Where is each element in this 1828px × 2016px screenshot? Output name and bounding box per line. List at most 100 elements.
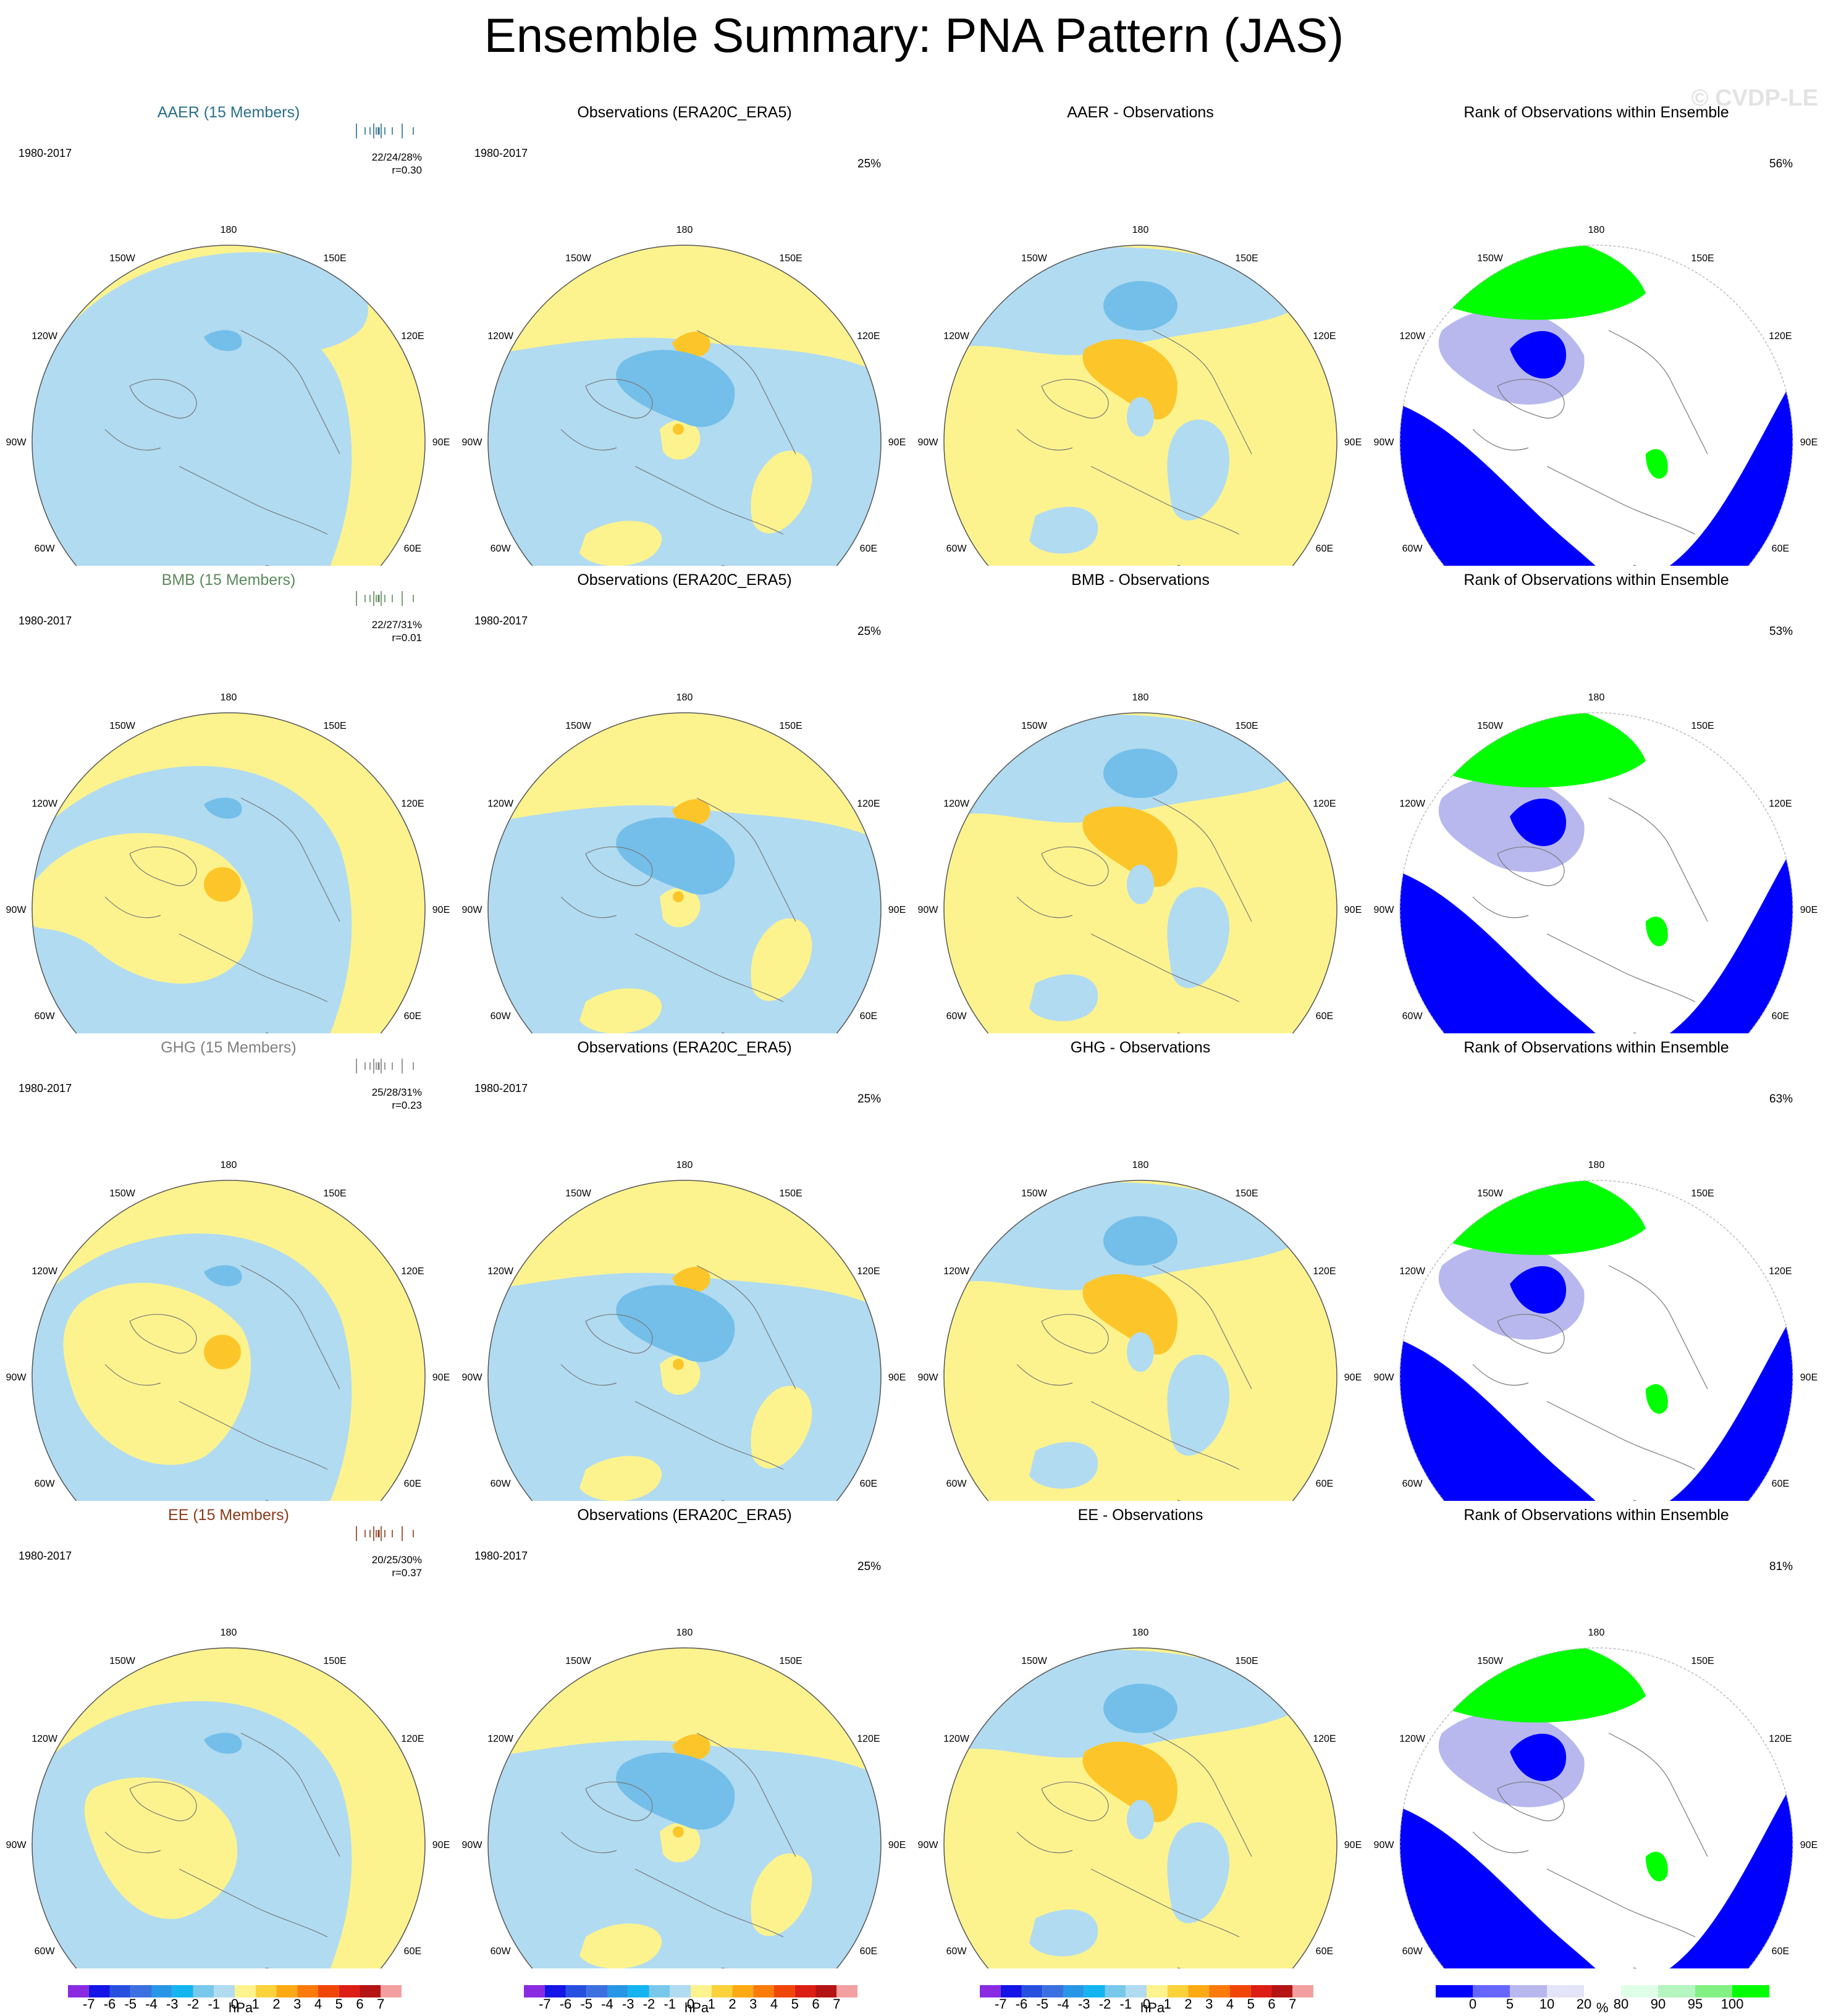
colorbar-swatch [1021,1985,1043,1997]
ensemble-stats: 22/24/28% r=0.30 [348,151,422,177]
polar-map: 180150E120E90E60E30E030W60W90W120W150W [462,1628,906,1968]
colorbar-swatch [980,1985,1001,1997]
coastline [240,1732,340,1857]
colorbar-tick-label: 6 [356,1996,363,2012]
lon-label: 150E [779,253,802,264]
lon-label: 180 [676,1628,693,1638]
pattern-region [616,350,735,427]
rank-region [1646,1851,1668,1881]
colorbar-swatch [1436,1985,1473,1997]
coastline [179,933,328,1002]
map-boundary [487,1647,882,1968]
panel-title: Rank of Observations within Ensemble [1464,571,1729,589]
map-boundary [1399,245,1793,566]
coastline [104,1831,161,1854]
polar-map: 180150E120E90E60E30E030W60W90W120W150W [6,692,450,1033]
coastline [634,466,784,535]
colorbar-unit: % [1596,2000,1609,2015]
lon-label: 60W [1402,1946,1423,1957]
lon-label: 150E [779,721,802,731]
period-label: 1980-2017 [474,1082,528,1094]
figure-title: Ensemble Summary: PNA Pattern (JAS) [484,8,1344,62]
colorbar-tick-label: 3 [293,1996,301,2012]
colorbar-swatch [1584,1985,1621,1997]
lon-label: 150E [779,1656,802,1666]
lon-label: 90E [432,437,450,448]
ensemble-stats: 25/28/31% r=0.23 [348,1086,422,1112]
colorbar-swatch [1042,1985,1063,1997]
member-spread-glyph [356,591,414,606]
variance-percent: 53% [1769,625,1793,638]
lon-label: 120E [1769,331,1792,342]
lon-label: 60W [1402,544,1423,554]
rank-region [1510,1734,1567,1781]
pattern-region [84,1777,238,1919]
colorbar-swatch [172,1985,193,1997]
panel-title: Observations (ERA20C_ERA5) [577,571,792,589]
colorbar-tick-label: -7 [83,1996,95,2012]
lon-label: 60W [491,1946,512,1957]
cvdp-watermark: © CVDP-LE [1691,85,1818,111]
colorbar-tick-label: -6 [560,1996,572,2012]
panel-obs-row1: 180150E120E90E60E30E030W60W90W120W150WOb… [456,99,913,566]
lon-label: 90E [432,905,450,915]
colorbar-tick-label: 20 [1577,1996,1591,2012]
lon-label: 150E [1691,721,1714,731]
colorbar-swatch [691,1985,712,1997]
lon-label: 150W [565,1188,592,1199]
colorbar-tick-label: 90 [1651,1996,1666,2012]
pattern-region [579,988,662,1033]
stats-line: 25/28/31% [371,1086,422,1098]
rank-region [1430,713,1646,788]
lon-label: 90W [918,1840,939,1850]
lon-label: 120E [857,331,880,342]
lon-label: 120E [401,799,424,809]
lon-label: 60E [860,1011,877,1022]
lon-label: 90E [888,905,906,915]
map-boundary [1399,1647,1793,1968]
lon-label: 150W [565,1656,592,1666]
coastline [104,896,161,918]
colorbar-tick-label: 5 [1247,1996,1255,2012]
stats-line: r=0.37 [392,1567,422,1579]
colorbar-tick-label: 95 [1688,1996,1703,2012]
colorbar-tick-label: -5 [124,1996,137,2012]
pattern-region [751,1853,812,1936]
coastline [1472,1364,1529,1386]
lon-label: 150W [109,1188,136,1199]
coastline [634,1868,784,1938]
coastline [1608,797,1708,922]
lon-label: 60W [946,544,967,554]
panel-rank-row4: 180150E120E90E60E30E030W60W90W120W150WRa… [1368,1502,1825,1968]
member-spread-glyph [356,1526,414,1541]
rank-region [1646,916,1668,946]
map-boundary [32,1647,426,1968]
colorbar-swatch [1167,1985,1189,1997]
lon-label: 150W [109,1656,136,1666]
colorbar-tick-label: 7 [833,1996,840,2012]
colorbar-swatch [1473,1985,1510,1997]
variance-percent: 63% [1769,1093,1793,1106]
lon-label: 90W [1374,905,1395,915]
map-boundary [487,245,882,566]
map-boundary [1399,712,1793,1033]
colorbar-tick-label: 80 [1614,1996,1628,2012]
member-spread-glyph [356,124,414,138]
lon-label: 60W [1402,1479,1423,1489]
lon-label: 120E [401,331,424,342]
colorbar-tick-label: 4 [1226,1996,1234,2012]
stats-line: r=0.23 [392,1099,422,1111]
lon-label: 90E [1800,1840,1817,1850]
panel-obs-row3: 180150E120E90E60E30E030W60W90W120W150WOb… [456,1034,913,1501]
pattern-region [579,521,662,566]
panel-ensemble-row1: 180150E120E90E60E30E030W60W90W120W150WAA… [0,99,457,566]
coastline [129,846,197,886]
coastline [585,1781,653,1821]
colorbar-swatch [1126,1985,1147,1997]
panel-title: Observations (ERA20C_ERA5) [577,1039,792,1056]
colorbar-swatch [1732,1985,1769,1997]
coastline [1608,1732,1708,1857]
coastline [1152,1265,1252,1390]
colorbar-swatch [524,1985,545,1997]
lon-label: 150W [1477,721,1504,731]
